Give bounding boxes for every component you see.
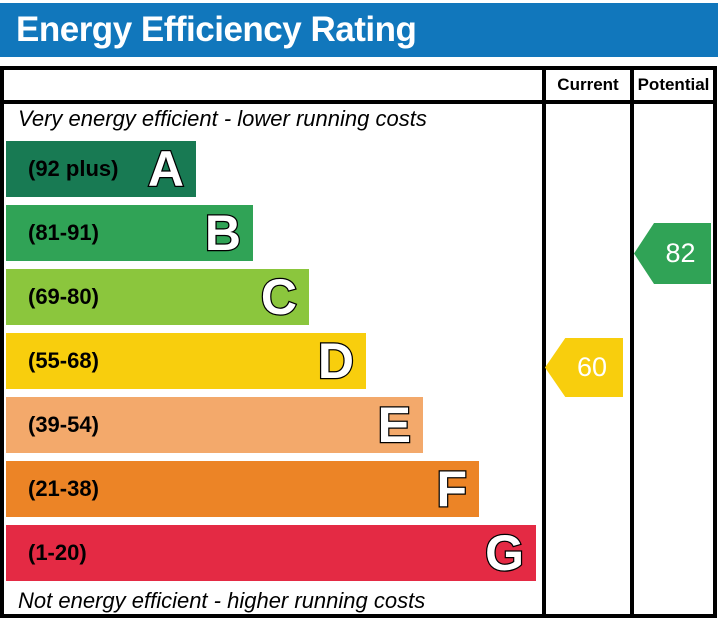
bottom-note: Not energy efficient - higher running co… bbox=[18, 588, 426, 613]
potential-rating-value: 82 bbox=[665, 238, 696, 268]
band-range-label: (1-20) bbox=[28, 540, 87, 565]
top-note: Very energy efficient - lower running co… bbox=[18, 106, 427, 131]
band-row-d: (55-68) D bbox=[6, 333, 366, 389]
band-letter: G bbox=[484, 525, 525, 581]
band-range-label: (92 plus) bbox=[28, 156, 119, 181]
header-row-divider bbox=[4, 100, 713, 104]
band-row-e: (39-54) E bbox=[6, 397, 423, 453]
current-rating-value: 60 bbox=[576, 352, 608, 382]
band-letter: C bbox=[260, 269, 299, 325]
band-row-c: (69-80) C bbox=[6, 269, 309, 325]
band-range-label: (21-38) bbox=[28, 476, 99, 501]
potential-column-header: Potential bbox=[637, 75, 710, 94]
band-letter: F bbox=[435, 461, 468, 517]
energy-rating-chart: Current Potential Very energy efficient … bbox=[0, 66, 717, 618]
band-letter: D bbox=[317, 333, 356, 389]
band-letter: E bbox=[376, 397, 412, 453]
band-range-label: (69-80) bbox=[28, 284, 99, 309]
current-column-divider bbox=[542, 70, 546, 614]
title-bar: Energy Efficiency Rating bbox=[0, 3, 718, 57]
band-row-b: (81-91) B bbox=[6, 205, 253, 261]
band-letter: B bbox=[204, 205, 243, 261]
band-range-label: (81-91) bbox=[28, 220, 99, 245]
potential-rating-arrow: 82 bbox=[634, 223, 711, 284]
band-range-label: (39-54) bbox=[28, 412, 99, 437]
current-column-header: Current bbox=[557, 75, 619, 94]
band-letter: A bbox=[147, 141, 186, 197]
page-title: Energy Efficiency Rating bbox=[16, 10, 417, 49]
band-range-label: (55-68) bbox=[28, 348, 99, 373]
potential-column-divider bbox=[630, 70, 634, 614]
band-row-g: (1-20) G bbox=[6, 525, 536, 581]
band-row-a: (92 plus) A bbox=[6, 141, 196, 197]
current-rating-arrow: 60 bbox=[545, 338, 623, 397]
band-row-f: (21-38) F bbox=[6, 461, 479, 517]
